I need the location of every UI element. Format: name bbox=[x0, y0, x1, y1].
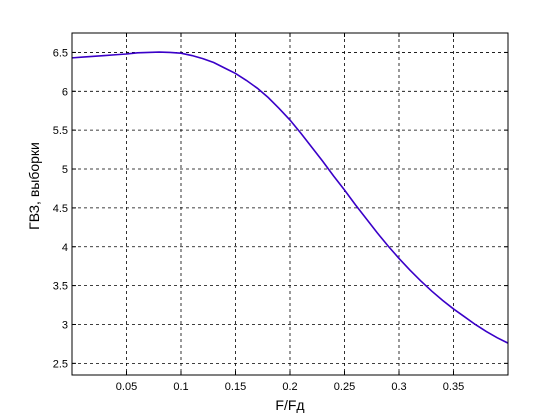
y-axis-label: ГВЗ, выборки bbox=[26, 142, 42, 230]
x-tick-label: 0.3 bbox=[391, 381, 406, 393]
y-tick-label: 4 bbox=[62, 242, 68, 254]
y-tick-label: 5 bbox=[62, 164, 68, 176]
x-tick-label: 0.35 bbox=[443, 381, 464, 393]
y-tick-label: 5.5 bbox=[53, 125, 68, 137]
y-tick-label: 4.5 bbox=[53, 203, 68, 215]
grid bbox=[72, 33, 508, 375]
ticks bbox=[72, 33, 508, 375]
series-line bbox=[71, 51, 509, 344]
x-tick-label: 0.25 bbox=[334, 381, 355, 393]
x-tick-label: 0.1 bbox=[173, 381, 188, 393]
x-axis-label: F/Fд bbox=[275, 397, 304, 413]
y-tick-label: 6.5 bbox=[53, 47, 68, 59]
x-tick-label: 0.15 bbox=[225, 381, 246, 393]
x-tick-label: 0.05 bbox=[116, 381, 137, 393]
y-tick-label: 3 bbox=[62, 319, 68, 331]
tick-labels: 0.05 0.1 0.15 0.2 0.25 0.3 0.35 2.5 3 3.5 4 4.5 5 5.5… bbox=[53, 47, 465, 393]
series-layer bbox=[71, 51, 509, 344]
y-tick-label: 2.5 bbox=[53, 358, 68, 370]
y-tick-label: 6 bbox=[62, 86, 68, 98]
x-tick-label: 0.2 bbox=[282, 381, 297, 393]
y-tick-label: 3.5 bbox=[53, 281, 68, 293]
